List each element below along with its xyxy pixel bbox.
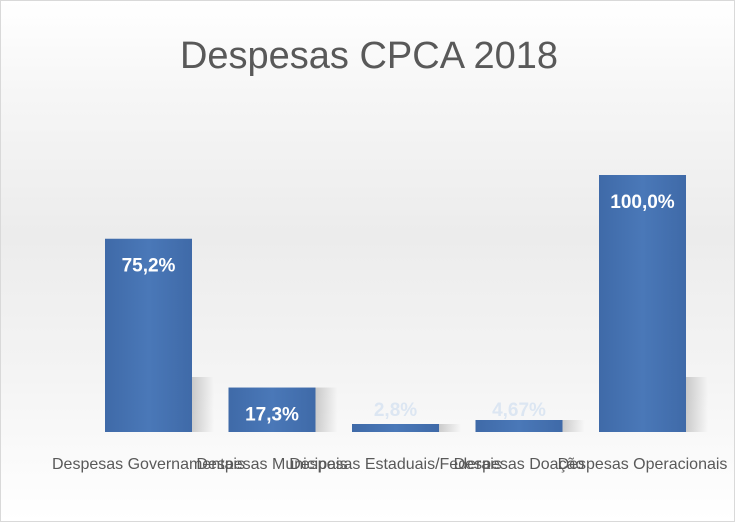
- chart-title: Despesas CPCA 2018: [179, 35, 559, 77]
- bar-shadow: [439, 424, 461, 432]
- x-tick-label-5: Despesas Operacionais: [558, 456, 728, 473]
- bar-shadow: [686, 377, 708, 432]
- bar-shadow: [192, 377, 214, 432]
- x-tick-label-1: Despesas Governamentais: [52, 456, 245, 473]
- bar-3: [352, 424, 439, 432]
- x-tick-label-3: Despesas Estaduais/Federais: [289, 456, 502, 473]
- bar-2: [228, 387, 316, 432]
- bar-shadow: [562, 419, 585, 432]
- data-label-1: 75,2%: [122, 256, 176, 277]
- bar-shadow: [315, 387, 338, 432]
- data-label-3: 2,8%: [374, 400, 417, 421]
- bar-1: [105, 238, 192, 432]
- bar-4: [475, 419, 563, 432]
- x-tick-label-2: Despesas Municipais: [196, 456, 347, 473]
- data-label-2: 17,3%: [245, 405, 299, 426]
- x-tick-label-4: Despesas Doação: [454, 456, 585, 473]
- data-label-5: 100,0%: [610, 192, 675, 213]
- bar-5: [599, 175, 686, 432]
- data-label-4: 4,67%: [492, 400, 546, 421]
